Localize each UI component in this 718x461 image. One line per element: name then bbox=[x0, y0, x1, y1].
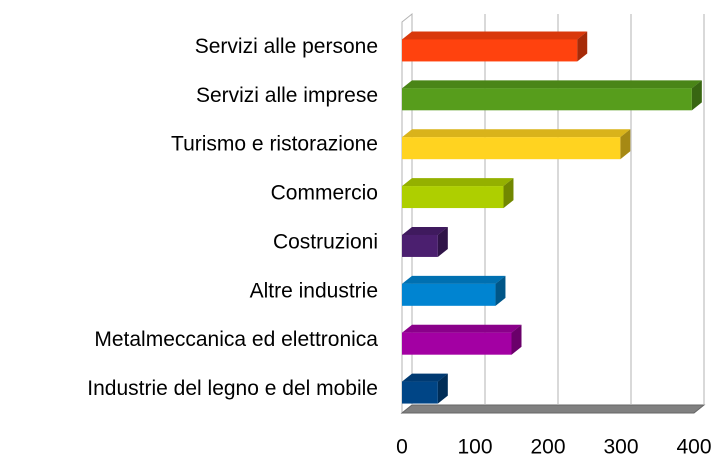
bar bbox=[402, 178, 514, 209]
y-tick-label: Metalmeccanica ed elettronica bbox=[94, 328, 378, 351]
y-tick-label: Costruzioni bbox=[273, 230, 378, 253]
bar-top bbox=[402, 275, 506, 284]
bar-side bbox=[495, 275, 506, 306]
y-tick-label: Servizi alle imprese bbox=[196, 84, 378, 107]
bar-front bbox=[402, 137, 621, 160]
bar bbox=[402, 80, 702, 111]
bar-side-shade bbox=[691, 80, 702, 111]
bar-side bbox=[691, 80, 702, 111]
bar-top bbox=[402, 178, 514, 187]
bar-top bbox=[402, 80, 702, 89]
bar-top bbox=[402, 373, 448, 382]
bar-front bbox=[402, 186, 504, 209]
bar-top-shade bbox=[402, 324, 522, 333]
y-tick-label: Commercio bbox=[271, 182, 378, 205]
bar-top-shade bbox=[402, 129, 631, 138]
bar bbox=[402, 373, 448, 404]
floor bbox=[400, 404, 706, 414]
bar bbox=[402, 226, 448, 257]
x-tick-label: 100 bbox=[457, 436, 492, 459]
bar-top-shade bbox=[402, 275, 506, 284]
bar-top-shade bbox=[402, 80, 702, 89]
bar-side-shade bbox=[620, 129, 631, 160]
bar-side bbox=[437, 373, 448, 404]
bar-side bbox=[577, 31, 588, 62]
bar-front bbox=[402, 234, 438, 257]
bar-top bbox=[402, 31, 588, 40]
bar bbox=[402, 324, 522, 355]
y-tick-label: Turismo e ristorazione bbox=[171, 133, 378, 156]
x-tick-label: 0 bbox=[396, 436, 408, 459]
bar-top-shade bbox=[402, 178, 514, 187]
bar bbox=[402, 275, 506, 306]
bar-top-shade bbox=[402, 226, 448, 235]
x-tick-label: 400 bbox=[676, 436, 711, 459]
bar bbox=[402, 129, 631, 160]
bar-front bbox=[402, 39, 578, 62]
bar-side bbox=[503, 178, 514, 209]
bar-front bbox=[402, 283, 496, 306]
bar-side bbox=[620, 129, 631, 160]
bar-side-shade bbox=[503, 178, 514, 209]
bar bbox=[402, 31, 588, 62]
bar-front bbox=[402, 88, 692, 111]
x-tick-label: 300 bbox=[603, 436, 638, 459]
y-tick-label: Industrie del legno e del mobile bbox=[87, 377, 378, 400]
bar-top bbox=[402, 226, 448, 235]
bar-top-shade bbox=[402, 31, 588, 40]
bar-front bbox=[402, 381, 438, 404]
bar-side bbox=[511, 324, 522, 355]
bar-side-shade bbox=[511, 324, 522, 355]
bar-side-shade bbox=[437, 373, 448, 404]
x-tick-label: 200 bbox=[530, 436, 565, 459]
y-tick-label: Servizi alle persone bbox=[195, 35, 378, 58]
bar-top-shade bbox=[402, 373, 448, 382]
bar-side-shade bbox=[577, 31, 588, 62]
bar-side-shade bbox=[437, 226, 448, 257]
bar-top bbox=[402, 324, 522, 333]
bar-side-shade bbox=[495, 275, 506, 306]
y-tick-label: Altre industrie bbox=[250, 279, 378, 302]
bar-side bbox=[437, 226, 448, 257]
bar-front bbox=[402, 332, 512, 355]
bar-top bbox=[402, 129, 631, 138]
